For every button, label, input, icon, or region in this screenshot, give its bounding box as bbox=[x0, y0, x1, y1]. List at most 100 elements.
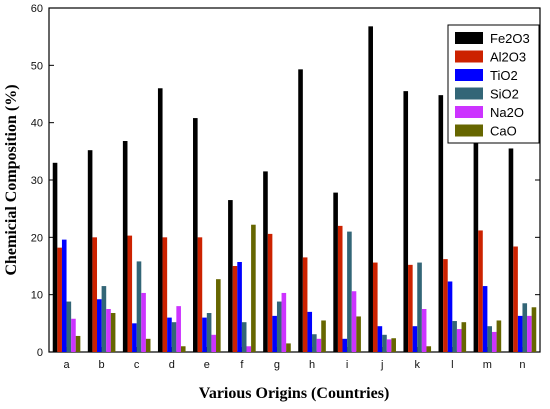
bar-fe2o3-l bbox=[438, 95, 444, 353]
bar-na2o-i bbox=[351, 291, 357, 352]
bar-cao-m bbox=[496, 320, 502, 352]
bar-na2o-l bbox=[456, 329, 462, 352]
bar-cao-d bbox=[180, 346, 186, 352]
bar-na2o-c bbox=[141, 292, 146, 352]
y-axis-label: Chemicial Composition (%) bbox=[3, 84, 20, 275]
x-tick-label: a bbox=[63, 359, 70, 371]
y-tick-label: 0 bbox=[37, 347, 43, 359]
x-tick-label: b bbox=[99, 359, 105, 371]
bar-fe2o3-k bbox=[403, 91, 409, 352]
bar-al2o3-d bbox=[162, 237, 168, 352]
bars bbox=[52, 26, 537, 353]
bar-tio2-m bbox=[482, 286, 488, 352]
bar-sio2-n bbox=[522, 303, 528, 352]
y-tick-label: 50 bbox=[31, 60, 43, 72]
y-tick-label: 30 bbox=[31, 175, 43, 187]
bar-tio2-e bbox=[202, 317, 207, 352]
legend-label-cao: CaO bbox=[490, 124, 517, 139]
legend-swatch-cao bbox=[455, 124, 483, 137]
legend-label-tio2: TiO2 bbox=[490, 68, 518, 83]
x-tick-label: l bbox=[451, 359, 453, 371]
bar-tio2-g bbox=[272, 315, 277, 352]
bar-na2o-n bbox=[527, 315, 532, 352]
bar-cao-f bbox=[251, 224, 256, 352]
x-tick-label: i bbox=[346, 359, 348, 371]
bar-tio2-b bbox=[97, 299, 102, 352]
y-tick-label: 60 bbox=[31, 3, 43, 15]
x-tick-label: k bbox=[415, 359, 421, 371]
bar-tio2-j bbox=[377, 326, 383, 352]
bar-na2o-m bbox=[491, 331, 497, 352]
bar-cao-e bbox=[216, 279, 221, 352]
bar-cao-b bbox=[110, 313, 116, 352]
bar-fe2o3-i bbox=[333, 192, 338, 352]
bar-sio2-k bbox=[417, 262, 422, 352]
bar-fe2o3-e bbox=[193, 118, 198, 352]
bar-fe2o3-f bbox=[228, 200, 233, 352]
bar-tio2-d bbox=[167, 317, 172, 352]
legend-swatch-na2o bbox=[455, 106, 483, 118]
bar-al2o3-m bbox=[478, 230, 483, 352]
bar-tio2-f bbox=[237, 261, 242, 352]
bar-sio2-c bbox=[136, 261, 142, 352]
bar-na2o-g bbox=[281, 292, 287, 352]
bar-cao-j bbox=[391, 338, 396, 352]
x-tick-label: e bbox=[204, 359, 210, 371]
bar-al2o3-j bbox=[372, 262, 378, 352]
bar-al2o3-i bbox=[337, 225, 343, 352]
bar-al2o3-n bbox=[513, 246, 518, 352]
bar-cao-n bbox=[531, 307, 537, 352]
bar-tio2-c bbox=[132, 323, 137, 352]
bar-sio2-e bbox=[206, 313, 212, 352]
bar-fe2o3-d bbox=[157, 88, 163, 353]
legend-swatch-sio2 bbox=[455, 87, 483, 100]
legend-label-al2o3: Al2O3 bbox=[490, 50, 526, 65]
bar-na2o-h bbox=[316, 338, 322, 352]
y-tick-label: 20 bbox=[31, 232, 43, 244]
x-tick-label: m bbox=[483, 359, 492, 371]
bar-fe2o3-m bbox=[473, 137, 479, 352]
bar-tio2-l bbox=[447, 281, 453, 352]
bar-fe2o3-h bbox=[298, 69, 303, 352]
x-tick-label: n bbox=[519, 359, 525, 371]
bar-na2o-j bbox=[386, 339, 392, 352]
bar-cao-a bbox=[75, 335, 81, 352]
legend-swatch-tio2 bbox=[455, 69, 483, 81]
bar-sio2-f bbox=[241, 322, 247, 352]
bar-tio2-n bbox=[517, 315, 523, 352]
bar-cao-l bbox=[461, 322, 467, 352]
x-tick-label: h bbox=[309, 359, 315, 371]
bar-cao-c bbox=[145, 338, 151, 352]
bar-al2o3-a bbox=[57, 247, 62, 352]
bar-fe2o3-a bbox=[52, 162, 58, 352]
bar-sio2-m bbox=[487, 326, 492, 352]
bar-fe2o3-g bbox=[263, 171, 268, 352]
legend-label-fe2o3: Fe2O3 bbox=[490, 31, 530, 46]
bar-sio2-a bbox=[66, 301, 72, 352]
bar-cao-g bbox=[286, 343, 291, 352]
bar-na2o-b bbox=[106, 309, 111, 352]
x-tick-label: g bbox=[274, 359, 280, 371]
bar-na2o-a bbox=[71, 318, 76, 352]
bar-fe2o3-b bbox=[87, 150, 93, 352]
bar-sio2-d bbox=[171, 322, 177, 352]
bar-cao-k bbox=[426, 346, 432, 352]
bar-fe2o3-c bbox=[122, 141, 128, 352]
legend-label-na2o: Na2O bbox=[490, 105, 524, 120]
legend-swatch-al2o3 bbox=[455, 50, 483, 63]
bar-na2o-d bbox=[176, 306, 181, 352]
x-axis-label: Various Origins (Countries) bbox=[199, 385, 390, 402]
bar-na2o-f bbox=[246, 346, 252, 352]
bar-fe2o3-j bbox=[368, 26, 373, 352]
x-tick-label: d bbox=[169, 359, 175, 371]
bar-sio2-j bbox=[382, 334, 387, 352]
bar-cao-i bbox=[356, 316, 361, 352]
legend-box bbox=[447, 24, 540, 144]
bar-na2o-k bbox=[421, 309, 427, 352]
legend: Fe2O3 Al2O3 TiO2 SiO2 Na2O CaO bbox=[447, 24, 540, 144]
x-tick-label: f bbox=[240, 359, 244, 371]
bar-sio2-h bbox=[312, 334, 317, 352]
bar-tio2-i bbox=[342, 338, 348, 352]
bar-al2o3-h bbox=[302, 257, 308, 352]
bar-al2o3-f bbox=[232, 266, 238, 352]
